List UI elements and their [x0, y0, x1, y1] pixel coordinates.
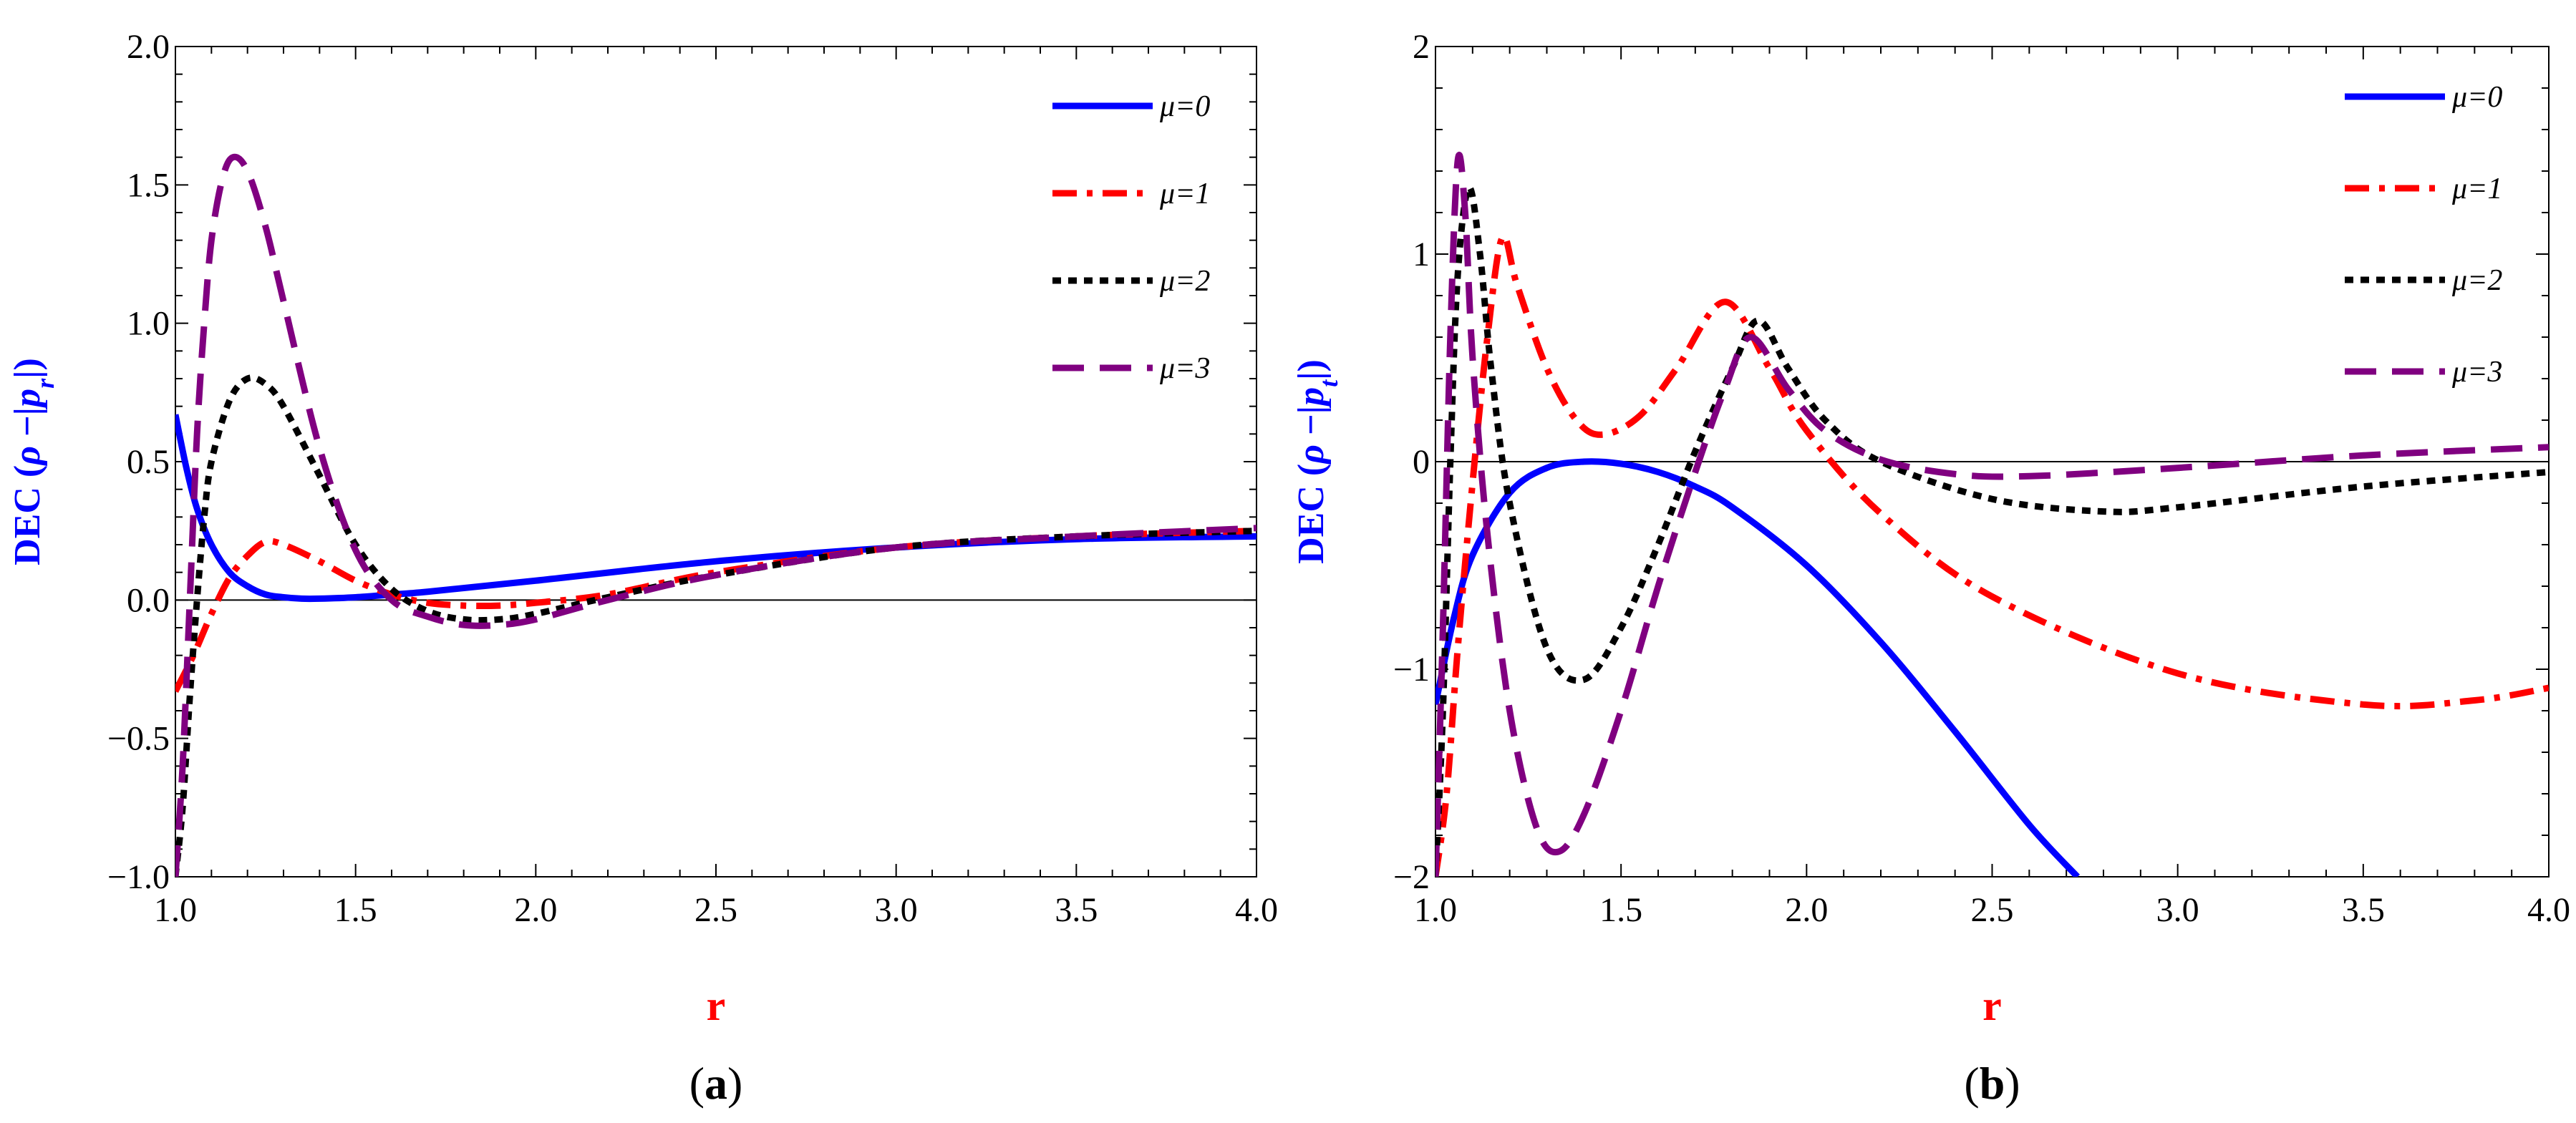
legend-label: μ=0	[2451, 81, 2502, 114]
y-tick-label: 1.0	[127, 305, 170, 343]
y-tick-label: 2.0	[127, 28, 170, 66]
y-tick-label: 1	[1413, 235, 1430, 273]
y-tick-label: −0.5	[107, 720, 170, 758]
x-tick-label: 1.5	[1599, 891, 1642, 929]
series-line-2	[175, 374, 1256, 877]
legend-label: μ=0	[1159, 90, 1210, 123]
y-axis-title: DEC (ρ −|pt|)	[1291, 359, 1343, 564]
series-line-1	[175, 528, 1256, 693]
y-tick-label: −2	[1393, 858, 1430, 896]
legend-label: μ=1	[1159, 178, 1210, 210]
series-line-3	[175, 153, 1256, 877]
x-tick-label: 1.0	[154, 891, 197, 929]
x-tick-label: 3.0	[875, 891, 918, 929]
legend-label: μ=2	[2451, 264, 2502, 297]
x-tick-label: 2.0	[1785, 891, 1828, 929]
y-tick-label: 0.5	[127, 443, 170, 481]
series-line-0	[1435, 458, 2081, 877]
y-tick-label: 0.0	[127, 581, 170, 619]
y-tick-label: −1	[1393, 651, 1430, 689]
y-tick-label: 1.5	[127, 166, 170, 204]
y-tick-label: 2	[1413, 28, 1430, 66]
chart-panel-b: 1.0 1.5 2.0 2.5 3.0 3.5 4.0 −2 −1 0 1 2 μ=0 μ=1 μ=2 μ=3…	[1291, 28, 2570, 1109]
plot-frame	[175, 46, 1257, 878]
x-tick-label: 3.5	[2342, 891, 2385, 929]
x-tick-label: 1.0	[1414, 891, 1457, 929]
x-tick-label: 3.0	[2156, 891, 2199, 929]
series-line-2	[1435, 184, 2549, 877]
x-tick-label: 3.5	[1055, 891, 1098, 929]
x-tick-label: 2.5	[694, 891, 737, 929]
x-tick-label: 2.5	[1971, 891, 2014, 929]
legend-label: μ=2	[1159, 265, 1210, 298]
series-line-1	[1435, 233, 2549, 877]
x-tick-label: 2.0	[514, 891, 557, 929]
x-tick-label: 4.0	[1235, 891, 1278, 929]
legend-label: μ=3	[2451, 356, 2502, 389]
y-tick-label: 0	[1413, 443, 1430, 481]
panel-caption: (b)	[1964, 1058, 2020, 1109]
legend-label: μ=1	[2451, 172, 2502, 205]
x-tick-label: 4.0	[2527, 891, 2570, 929]
chart-panel-a: 1.0 1.5 2.0 2.5 3.0 3.5 4.0 −1.0 −0.5 0.0 0.5 1.0 1.…	[7, 28, 1278, 1109]
y-axis-title: DEC (ρ −|pr|)	[7, 358, 59, 565]
x-axis-title: r	[1982, 982, 2002, 1029]
panel-caption: (a)	[689, 1058, 743, 1109]
series-line-3	[1435, 152, 2549, 877]
x-axis-title: r	[707, 982, 726, 1029]
legend-label: μ=3	[1159, 352, 1210, 385]
x-tick-label: 1.5	[334, 891, 377, 929]
y-tick-label: −1.0	[107, 858, 170, 896]
